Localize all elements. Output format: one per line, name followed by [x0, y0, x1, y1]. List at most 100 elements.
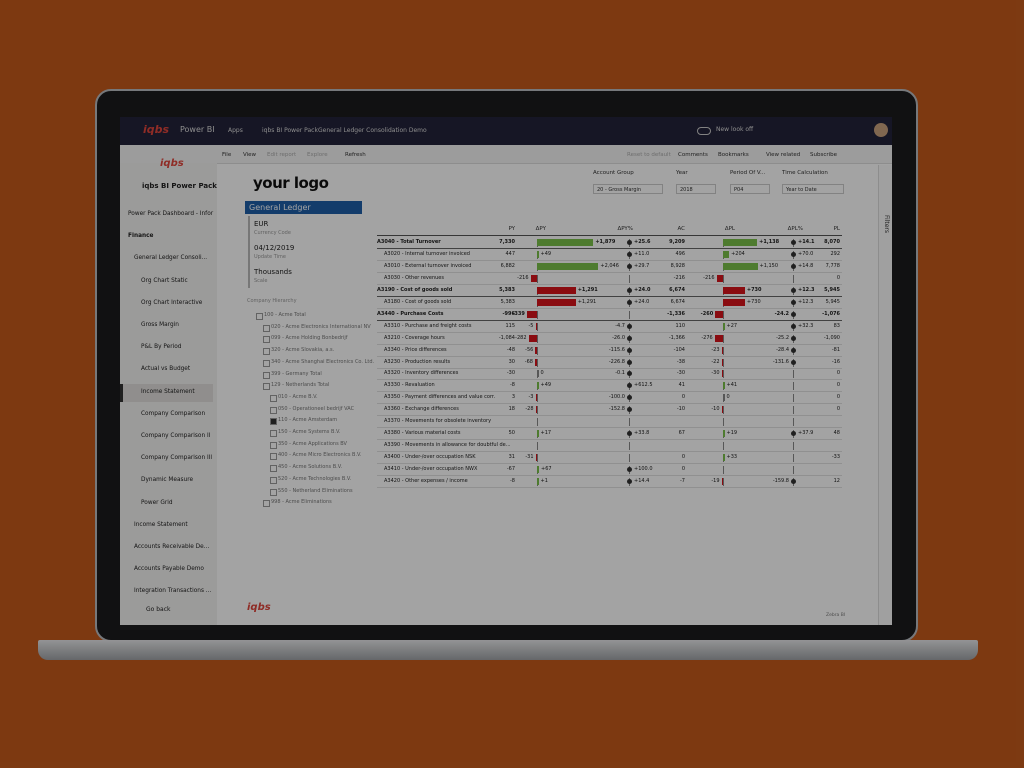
axis	[537, 442, 538, 451]
toolbar-button[interactable]: Subscribe	[810, 152, 838, 158]
cell: -1,366	[668, 334, 685, 341]
tree-item[interactable]: 129 - Netherlands Total	[271, 382, 330, 389]
tree-item[interactable]: 010 - Acme B.V.	[278, 393, 318, 400]
tree-checkbox[interactable]	[270, 476, 277, 484]
cell: 6,674	[670, 298, 685, 305]
variance-label: -216	[517, 274, 529, 281]
account-label: A3360 - Exchange differences	[384, 406, 459, 413]
nav-item[interactable]: Integration Transactions ...	[134, 588, 212, 595]
tree-item[interactable]: 110 - Acme Amsterdam	[278, 417, 338, 424]
nav-item[interactable]: Finance	[128, 233, 154, 240]
nav-item[interactable]: Income Statement	[134, 521, 188, 528]
pin-head	[791, 287, 796, 293]
axis	[723, 418, 724, 427]
toolbar-button[interactable]: Edit report	[267, 152, 297, 158]
screen: iqbs Power BI Apps iqbs BI Power Pack Genera…	[120, 117, 892, 625]
tree-item[interactable]: 399 - Germany Total	[271, 370, 322, 377]
tree-item[interactable]: 150 - Acme Systems B.V.	[278, 429, 341, 435]
tree-item[interactable]: 550 - Netherland Eliminations	[278, 487, 353, 494]
toggle-label[interactable]: New look off	[716, 126, 754, 133]
percent-label: +32.3	[798, 322, 814, 329]
tree-checkbox[interactable]	[263, 348, 270, 356]
tree-checkbox[interactable]	[270, 441, 277, 449]
nav-item[interactable]: Power Grid	[141, 499, 173, 506]
toolbar-button[interactable]: Explore	[307, 152, 328, 158]
filter-label: Period Of V...	[730, 170, 766, 176]
tree-item[interactable]: 100 - Acme Total	[264, 312, 306, 318]
toggle[interactable]	[697, 127, 711, 135]
tree-checkbox[interactable]	[270, 488, 277, 496]
filter-dropdown[interactable]: 2018	[676, 184, 716, 194]
variance-bar	[723, 322, 725, 330]
variance-bar	[723, 298, 745, 306]
nav-item[interactable]: Company Comparison II	[141, 433, 211, 439]
tree-checkbox[interactable]	[270, 453, 277, 461]
apps-link[interactable]: Apps	[228, 127, 243, 134]
tree-checkbox[interactable]	[256, 313, 263, 320]
tree-checkbox[interactable]	[270, 418, 277, 426]
pin-head	[791, 431, 796, 437]
cell: 9,209	[669, 239, 685, 245]
tree-checkbox[interactable]	[263, 359, 270, 367]
nav-item[interactable]: Accounts Payable Demo	[134, 566, 204, 573]
filters-pane-label[interactable]: Filters	[883, 215, 890, 233]
filter-dropdown[interactable]: P04	[730, 184, 770, 194]
tree-checkbox[interactable]	[270, 394, 277, 402]
cell: 67	[678, 430, 685, 437]
tree-item[interactable]: 099 - Acme Holding Bonbedrijf	[271, 335, 348, 342]
nav-item[interactable]: Actual vs Budget	[141, 366, 191, 373]
tree-checkbox[interactable]	[263, 324, 270, 332]
tree-checkbox[interactable]	[263, 371, 270, 379]
tree-checkbox[interactable]	[270, 406, 277, 414]
nav-item[interactable]: Company Comparison	[141, 410, 206, 417]
nav-item[interactable]: Power Pack Dashboard - Infor	[128, 211, 214, 217]
tree-item[interactable]: 340 - Acme Shanghai Electronics Co. Ltd.	[271, 358, 375, 365]
toolbar-button[interactable]: Reset to default	[627, 152, 671, 158]
nav-item[interactable]: Gross Margin	[141, 322, 179, 328]
variance-bar	[537, 430, 539, 438]
toolbar-button[interactable]: Comments	[678, 152, 708, 158]
back-link[interactable]: Go back	[146, 606, 171, 613]
variance-label: +1,150	[759, 262, 779, 269]
pin-head	[627, 251, 632, 257]
tree-item[interactable]: 020 - Acme Electronics International NV	[271, 323, 371, 330]
nav-item[interactable]: Org Chart Static	[141, 277, 188, 284]
account-label: A3420 - Other expenses / income	[384, 478, 468, 484]
tree-checkbox[interactable]	[263, 336, 270, 344]
toolbar-button[interactable]: Refresh	[345, 152, 366, 158]
nav-item[interactable]: P&L By Period	[141, 344, 182, 351]
filter-dropdown[interactable]: Year to Date	[782, 184, 844, 194]
filter-dropdown[interactable]: 20 - Gross Margin	[593, 184, 663, 194]
tree-item[interactable]: 350 - Acme Applications BV	[278, 440, 347, 447]
cell: 50	[508, 430, 515, 437]
variance-label: -339	[512, 310, 525, 317]
tree-item[interactable]: 450 - Acme Solutions B.V.	[278, 464, 343, 471]
crumb[interactable]: iqbs BI Power Pack	[262, 127, 318, 134]
nav-item[interactable]: Income Statement	[141, 388, 195, 395]
pin-head	[627, 240, 632, 245]
tree-item[interactable]: 998 - Acme Eliminations	[271, 499, 332, 506]
toolbar-button[interactable]: View related	[766, 152, 801, 158]
variance-bar	[534, 358, 537, 366]
tree-item[interactable]: 320 - Acme Slovakia, a.s.	[271, 347, 335, 354]
toolbar-button[interactable]: Bookmarks	[718, 152, 749, 158]
nav-item[interactable]: Dynamic Measure	[141, 477, 194, 484]
tree-item[interactable]: 520 - Acme Technologies B.V.	[278, 475, 352, 482]
tree-checkbox[interactable]	[263, 383, 270, 391]
tree-item[interactable]: 050 - Operationeel bedrijf VAC	[278, 405, 355, 412]
variance-bar	[723, 239, 758, 246]
account-label: A3350 - Payment differences and value co…	[384, 394, 496, 401]
tree-checkbox[interactable]	[270, 430, 277, 437]
toolbar-button[interactable]: View	[243, 152, 257, 158]
tree-item[interactable]: 400 - Acme Micro Electronics B.V.	[278, 452, 362, 459]
axis	[629, 418, 630, 427]
nav-item[interactable]: Accounts Receivable De...	[134, 544, 210, 550]
variance-bar	[723, 382, 725, 390]
nav-item[interactable]: Org Chart Interactive	[141, 299, 203, 306]
toolbar-button[interactable]: File	[222, 152, 232, 158]
crumb[interactable]: General Ledger Consolidation Demo	[318, 127, 427, 134]
tree-checkbox[interactable]	[270, 465, 277, 473]
nav-item[interactable]: General Ledger Consoli...	[134, 255, 208, 262]
tree-checkbox[interactable]	[263, 500, 270, 508]
nav-item[interactable]: Company Comparison III	[141, 455, 213, 462]
